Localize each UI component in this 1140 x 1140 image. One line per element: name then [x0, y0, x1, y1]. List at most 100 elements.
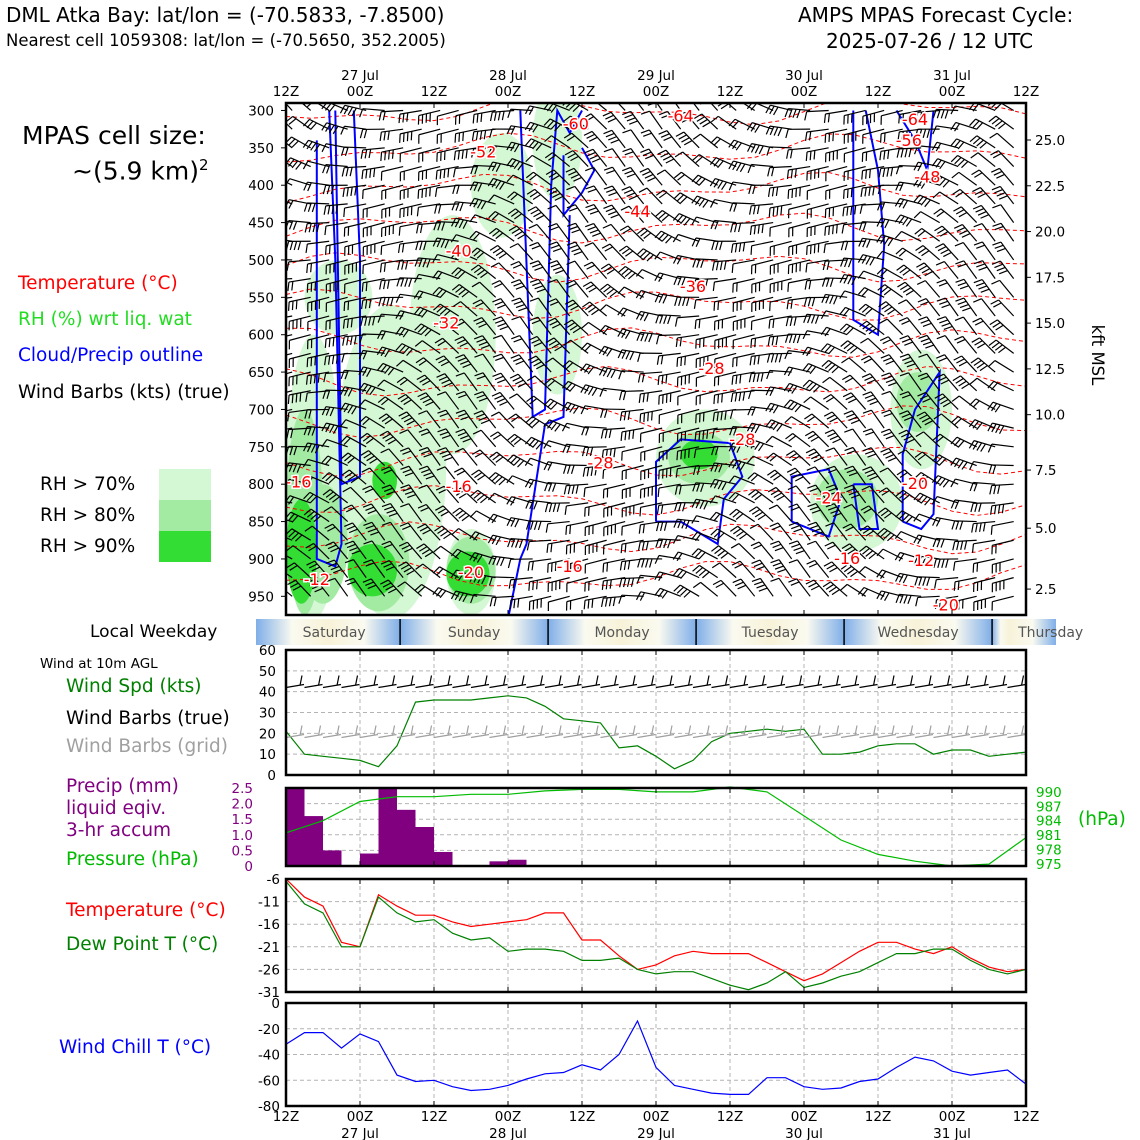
wind-barb-feather [323, 373, 327, 383]
wind-barb-feather [554, 345, 563, 352]
wind-barb-feather [956, 338, 966, 344]
wind-barb-feather [681, 519, 686, 529]
wind-barb [804, 430, 830, 448]
wind-barb-feather [548, 222, 557, 228]
wind-barb [398, 411, 423, 429]
wind-barb-feather [802, 363, 809, 372]
wind-barb-feather [695, 499, 701, 509]
wind-barb-feather [533, 521, 538, 530]
wind-barb-feather [491, 515, 498, 524]
wind-barb-feather [937, 228, 946, 235]
wind-barb-feather [702, 121, 711, 128]
wind-barb-feather [404, 472, 414, 477]
wind-barb-feather [452, 185, 456, 195]
wind-barb-feather [799, 187, 801, 197]
wind-barb [714, 334, 737, 350]
wind-barb-feather [756, 584, 766, 589]
wind-barb-staff [585, 558, 607, 566]
wind-barb-feather [746, 422, 753, 432]
temperature-label: -12 [908, 551, 934, 570]
wind-barb [362, 222, 385, 238]
wind-barb [525, 416, 552, 429]
wind-barb-feather [476, 375, 486, 380]
wind-barb [840, 240, 866, 251]
wind-barb-feather [517, 162, 524, 171]
wind-barb-feather [346, 318, 349, 328]
wind-barb-feather [787, 384, 794, 393]
wind-barb-feather [748, 373, 752, 383]
wind-barb [566, 558, 589, 574]
wind-barb-feather [950, 138, 958, 147]
wind-barb-feather [655, 210, 663, 217]
wind-barb [693, 278, 718, 289]
wind-barb-feather [288, 118, 297, 125]
wind-barb-feather [563, 319, 573, 326]
wind-barb-feather [772, 422, 780, 431]
wind-barb-feather [802, 379, 810, 388]
wind-barb-feather [824, 541, 834, 547]
wind-barb [324, 334, 348, 348]
wind-barb-feather [454, 133, 457, 143]
wind-barb-feather [380, 245, 383, 255]
wind-barb-staff [286, 408, 293, 412]
wind-barb-feather [957, 281, 967, 287]
wind-barb-feather [846, 468, 856, 474]
wind-barb [564, 150, 589, 167]
wind-barb-feather [773, 492, 782, 498]
wind-barb-feather [655, 314, 660, 324]
wind-barb-feather [953, 355, 962, 361]
wind-barb-staff [788, 184, 811, 191]
wind-barb-feather [266, 196, 271, 203]
wind-barb-feather [603, 286, 612, 293]
wind-barb-feather [622, 129, 632, 134]
wind-barb-feather [603, 148, 613, 153]
wind-barb-feather [307, 578, 316, 584]
wind-barb-staff [957, 154, 977, 168]
wind-barb-staff [622, 483, 644, 491]
wind-barb [654, 251, 681, 261]
wind-barb [788, 540, 811, 560]
wind-barb-feather [350, 186, 353, 197]
wind-barb [991, 595, 1014, 611]
rh-fill-region [347, 543, 398, 597]
wind-barb [566, 241, 589, 261]
wind-barb-feather [883, 375, 893, 380]
wind-barb-staff [994, 360, 1014, 373]
wind-barb-feather [880, 447, 890, 453]
wind-barb-feather [309, 581, 319, 587]
wind-barb-feather [380, 151, 383, 162]
wind-barb-feather [720, 552, 729, 559]
wind-barb-feather [829, 278, 834, 287]
wind-barb-staff [962, 316, 978, 336]
wind-barb-feather [624, 114, 634, 119]
wind-barb-staff [611, 204, 626, 223]
wind-barb-feather [621, 248, 631, 255]
wind-barb-feather [526, 188, 536, 195]
wind-barb-feather [823, 244, 826, 254]
wind-barb-feather [358, 399, 366, 407]
wind-barb-feather [568, 282, 577, 288]
wind-barb-feather [767, 336, 771, 346]
wind-barb-feather [469, 214, 476, 223]
wind-barb-feather [605, 207, 615, 213]
wind-barb-staff [537, 297, 552, 317]
wind-barb-feather [877, 527, 885, 535]
wind-barb [602, 223, 626, 242]
wind-barb-feather [794, 476, 804, 482]
wind-barb [307, 296, 330, 312]
wind-barb-feather [286, 495, 291, 503]
wind-barb-staff [656, 103, 663, 111]
wind-barb [437, 447, 460, 466]
wind-barb-feather [441, 453, 451, 458]
wind-barb [434, 337, 460, 354]
wind-barb [822, 581, 848, 597]
legend-rh90-swatch [159, 531, 211, 562]
wind-barb [880, 428, 904, 448]
wind-barb-feather [733, 202, 738, 212]
wind-barb-feather [549, 189, 558, 195]
wind-barb-feather [332, 568, 342, 574]
wind-barb-feather [698, 97, 706, 101]
wind-barb [580, 363, 607, 375]
wind-barb [876, 548, 903, 560]
wind-barb-feather [454, 218, 461, 228]
